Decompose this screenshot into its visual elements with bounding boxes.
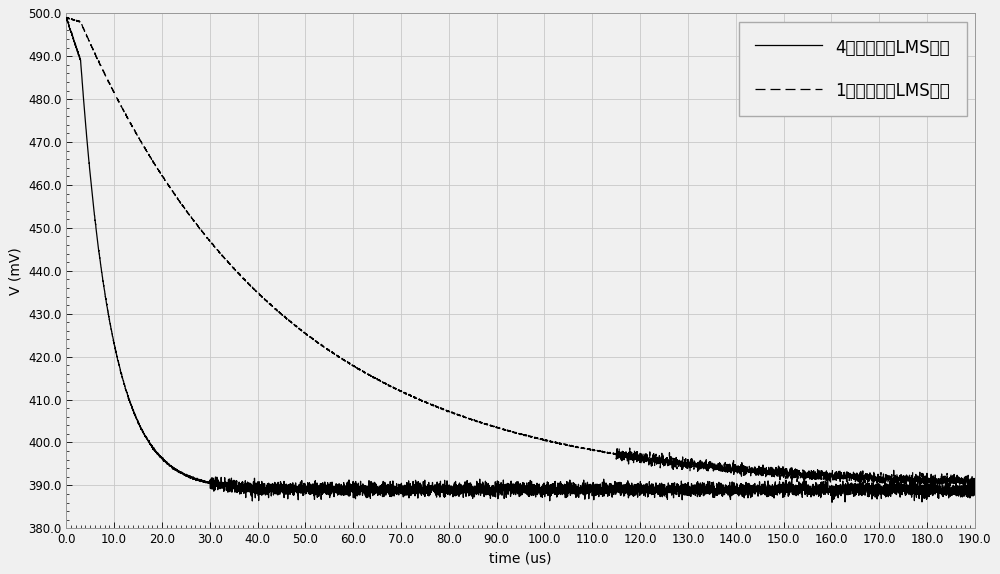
1位误差信号LMS校准 [783,471,795,478]
1位误差信号LMS校准 [106,85,118,92]
4位误差信号LMS校准 [389,484,401,491]
1位误差信号LMS校准 [389,385,401,392]
4位误差信号LMS校准 [734,484,746,491]
1位误差信号LMS校准 [969,479,981,486]
4位误差信号LMS校准 [826,499,838,506]
1位误差信号LMS校准 [60,14,72,21]
4位误差信号LMS校准 [969,482,981,489]
4位误差信号LMS校准 [60,15,72,22]
4位误差信号LMS校准 [783,486,795,493]
1位误差信号LMS校准 [968,484,980,491]
Line: 1位误差信号LMS校准: 1位误差信号LMS校准 [66,17,975,488]
Line: 4位误差信号LMS校准: 4位误差信号LMS校准 [66,17,975,502]
4位误差信号LMS校准 [106,331,118,338]
4位误差信号LMS校准 [60,14,72,21]
Legend: 4位误差信号LMS校准, 1位误差信号LMS校准: 4位误差信号LMS校准, 1位误差信号LMS校准 [739,22,967,117]
1位误差信号LMS校准 [598,449,610,456]
X-axis label: time (us): time (us) [489,552,552,565]
1位误差信号LMS校准 [734,468,746,475]
1位误差信号LMS校准 [61,14,73,21]
Y-axis label: V (mV): V (mV) [8,247,22,294]
4位误差信号LMS校准 [638,492,650,499]
1位误差信号LMS校准 [638,455,650,461]
4位误差信号LMS校准 [598,479,610,486]
